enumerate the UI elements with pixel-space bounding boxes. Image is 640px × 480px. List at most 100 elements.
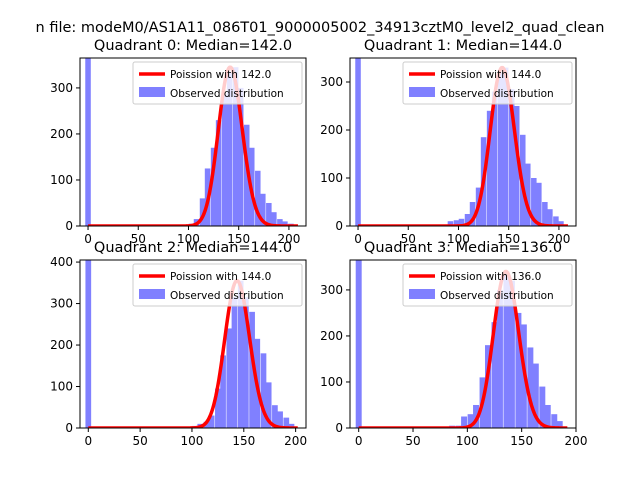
legend-observed-label: Observed distribution (170, 290, 284, 302)
histogram-bar (249, 311, 255, 428)
histogram-bar (491, 91, 498, 226)
histogram-bar (553, 216, 559, 226)
histogram-bar (527, 347, 534, 428)
legend-poisson-label: Poission with 136.0 (440, 271, 541, 283)
histogram-bar (544, 404, 551, 428)
x-tick-label: 100 (447, 232, 470, 246)
histogram-bar (210, 147, 217, 226)
subplot-title: Quadrant 1: Median=144.0 (364, 38, 562, 54)
y-tick-label: 0 (65, 219, 73, 233)
histogram-bar (469, 202, 476, 226)
legend-observed-label: Observed distribution (170, 88, 284, 100)
histogram-bar (453, 220, 460, 226)
histogram-bar (277, 411, 283, 428)
histogram-bar (464, 214, 471, 226)
histogram-bar (513, 106, 520, 226)
subplot-quadrant-1: 0 50 100 150 200 0 100 200 300 Quadrant 1: Median… (320, 38, 577, 246)
legend-observed-swatch (409, 289, 435, 299)
x-tick-label: 0 (84, 434, 92, 448)
legend-observed-label: Observed distribution (440, 88, 554, 100)
x-tick-label: 100 (456, 434, 479, 448)
histogram-bar (458, 218, 465, 226)
histogram-bar (220, 355, 226, 428)
histogram-bar (271, 212, 277, 226)
axes-frame (79, 57, 307, 227)
legend-observed-swatch (409, 87, 435, 97)
legend-box (402, 61, 573, 105)
axes-frame (79, 259, 307, 429)
histogram-bar (215, 388, 221, 428)
histogram-bar (243, 124, 250, 226)
y-tick-label: 300 (50, 297, 73, 311)
histogram-bar (208, 415, 215, 428)
x-tick-label: 100 (177, 232, 200, 246)
y-tick-label: 0 (335, 421, 343, 435)
subplot-quadrant-2: 0 50 100 150 200 0 100 200 300 400 Quadrant 2: Med… (50, 240, 307, 448)
legend: Poission with 144.0 Observed distribution (132, 263, 303, 307)
axes-frame (349, 259, 577, 429)
histogram-bar (288, 423, 295, 428)
histogram-bar (525, 163, 531, 226)
x-tick-label: 150 (510, 434, 533, 448)
poisson-curve (87, 65, 299, 226)
y-tick-label: 100 (50, 380, 73, 394)
x-tick-label: 0 (354, 232, 362, 246)
histogram-bar (536, 182, 542, 226)
y-tick-label: 300 (50, 81, 73, 95)
legend-observed-label: Observed distribution (440, 290, 554, 302)
x-tick-label: 200 (547, 232, 570, 246)
x-tick-label: 50 (131, 232, 146, 246)
subplot-title: Quadrant 3: Median=136.0 (364, 240, 562, 256)
x-tick-label: 50 (132, 434, 147, 448)
histogram-bar (508, 280, 515, 428)
histogram-bar (503, 271, 510, 428)
legend: Poission with 144.0 Observed distribution (402, 61, 573, 105)
x-tick-label: 200 (277, 232, 300, 246)
x-tick-label: 150 (497, 232, 520, 246)
histogram-bar (355, 58, 361, 226)
y-tick-label: 300 (320, 75, 343, 89)
histogram-bar (486, 110, 493, 226)
histogram-bar (237, 280, 244, 428)
legend-observed-swatch (139, 87, 165, 97)
histogram-bar (508, 89, 515, 226)
histogram-bar (283, 417, 290, 428)
y-tick-label: 200 (320, 123, 343, 137)
histogram-bar (226, 328, 233, 428)
legend-poisson-label: Poission with 144.0 (440, 69, 541, 81)
x-tick-label: 50 (401, 232, 416, 246)
histogram-bar (260, 193, 266, 226)
legend: Poission with 136.0 Observed distribution (402, 263, 573, 307)
y-tick-label: 300 (320, 283, 343, 297)
histogram-bar (497, 72, 504, 226)
histogram-bar (85, 58, 91, 226)
histogram-bar (260, 353, 267, 428)
x-tick-label: 100 (181, 434, 204, 448)
y-tick-label: 200 (320, 329, 343, 343)
histogram-bar (199, 198, 206, 226)
histogram-bar (491, 322, 498, 428)
histogram-bar (547, 209, 553, 226)
axes-frame (349, 57, 577, 227)
x-tick-label: 200 (565, 434, 588, 448)
y-tick-label: 200 (50, 338, 73, 352)
histogram-bar (447, 221, 454, 226)
y-tick-label: 100 (320, 171, 343, 185)
histogram-bar (515, 312, 522, 428)
y-tick-label: 400 (50, 255, 73, 269)
legend-box (402, 263, 573, 307)
y-tick-label: 100 (320, 375, 343, 389)
histogram-bar (496, 289, 503, 428)
histogram-bar (221, 94, 228, 226)
x-tick-label: 150 (232, 434, 255, 448)
y-tick-label: 100 (50, 173, 73, 187)
histogram-bar (461, 416, 468, 428)
legend-observed-swatch (139, 289, 165, 299)
histogram-bar (556, 421, 563, 428)
histogram-bar (266, 202, 272, 226)
histogram-bar (232, 67, 239, 226)
subplot-grid: 0 50 100 150 200 0 100 200 300 Quadrant 0: Median… (50, 38, 587, 448)
legend-poisson-label: Poission with 144.0 (170, 271, 271, 283)
histogram-bar (272, 405, 278, 428)
figure-suptitle: n file: modeM0/AS1A11_086T01_9000005002_… (36, 20, 605, 36)
